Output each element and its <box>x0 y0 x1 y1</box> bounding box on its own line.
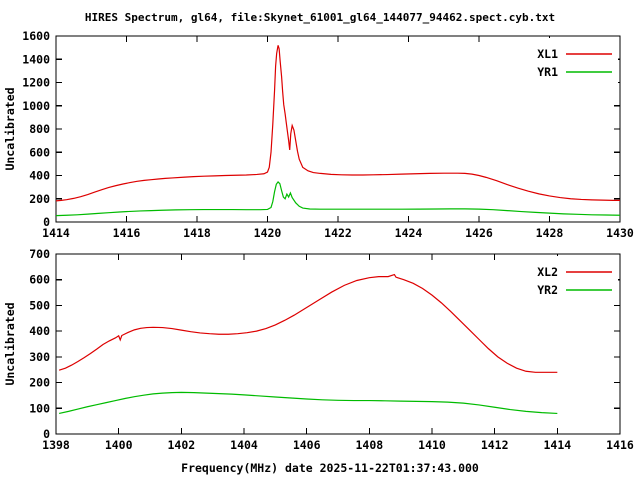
y-tick-label: 1400 <box>22 52 50 66</box>
panel-top: 1414 1416 1418 1420 1422 1424 1426 1428 1430 0 200… <box>3 29 634 240</box>
y-tick-label: 500 <box>29 298 50 312</box>
x-axis-title: Frequency(MHz) date 2025-11-22T01:37:43.… <box>181 461 479 475</box>
series-line-xl2 <box>58 273 558 373</box>
x-tick-label: 1416 <box>113 226 141 240</box>
y-tick-label: 200 <box>29 376 50 390</box>
x-tick-label: 1426 <box>465 226 493 240</box>
x-tick-label: 1408 <box>355 438 383 452</box>
y-tick-label: 200 <box>29 192 50 206</box>
y-tick-label: 600 <box>29 145 50 159</box>
y-tick-label: 100 <box>29 401 50 415</box>
legend-background <box>520 38 618 85</box>
y-tick-label: 1200 <box>22 76 50 90</box>
legend-label-xl1: XL1 <box>537 47 558 61</box>
x-tick-label: 1422 <box>324 226 352 240</box>
y-tick-label: 400 <box>29 169 50 183</box>
x-tick-label: 1424 <box>395 226 423 240</box>
panel-bottom: 1398 1400 1402 1404 1406 1408 1410 1412 1414 1416… <box>3 247 634 452</box>
x-tick-label: 1406 <box>293 438 321 452</box>
y-tick-label: 800 <box>29 122 50 136</box>
legend-background <box>520 256 618 303</box>
y-axis-title: Uncalibrated <box>3 302 17 385</box>
x-tick-label: 1402 <box>167 438 195 452</box>
y-tick-label: 1600 <box>22 29 50 43</box>
x-tick-label: 1400 <box>105 438 133 452</box>
y-tick-label: 1000 <box>22 99 50 113</box>
y-axis-title: Uncalibrated <box>3 87 17 170</box>
legend-label-xl2: XL2 <box>537 265 558 279</box>
x-tick-label: 1416 <box>606 438 634 452</box>
x-tick-label: 1410 <box>418 438 446 452</box>
x-tick-label: 1414 <box>42 226 70 240</box>
y-tick-label: 0 <box>43 427 50 441</box>
legend-label-yr1: YR1 <box>537 65 558 79</box>
series-line-xl1 <box>55 45 620 202</box>
series-line-yr1 <box>55 180 621 217</box>
y-tick-label: 0 <box>43 215 50 229</box>
legend-label-yr2: YR2 <box>537 283 558 297</box>
x-tick-label: 1430 <box>606 226 634 240</box>
x-tick-label: 1414 <box>543 438 571 452</box>
figure-title: HIRES Spectrum, gl64, file:Skynet_61001_… <box>85 11 555 24</box>
y-tick-label: 400 <box>29 324 50 338</box>
x-tick-label: 1412 <box>481 438 509 452</box>
x-tick-label: 1428 <box>536 226 564 240</box>
series-line-yr2 <box>59 391 558 415</box>
x-tick-label: 1398 <box>42 438 70 452</box>
x-tick-label: 1418 <box>183 226 211 240</box>
plot-frame <box>55 253 621 435</box>
x-tick-label: 1420 <box>254 226 282 240</box>
y-tick-label: 600 <box>29 273 50 287</box>
panels-layer: 1414 1416 1418 1420 1422 1424 1426 1428 1430 0 200… <box>3 29 634 452</box>
y-tick-label: 300 <box>29 350 50 364</box>
x-tick-label: 1404 <box>230 438 258 452</box>
y-tick-label: 700 <box>29 247 50 261</box>
